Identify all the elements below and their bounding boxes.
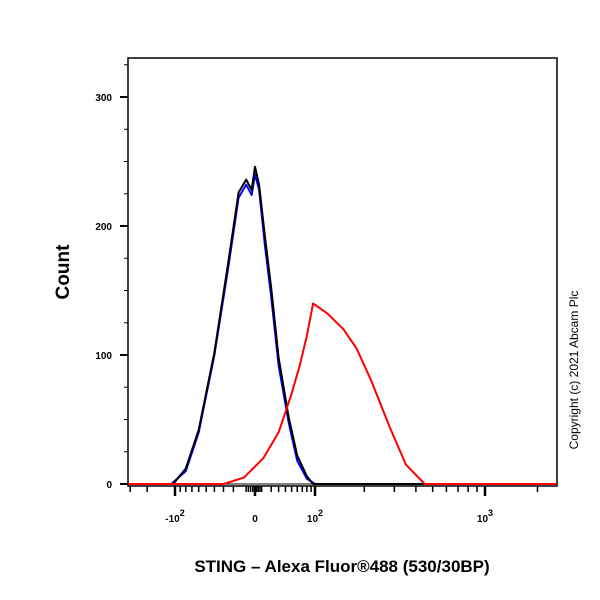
y-tick-label: 0 [106,480,112,491]
plot-frame [127,57,558,487]
y-tick-label: 100 [95,351,112,362]
x-axis-title: STING – Alexa Fluor®488 (530/30BP) [194,557,489,576]
y-axis-title: Count [53,244,74,300]
y-tick-label: 200 [95,222,112,233]
x-tick-label: 0 [252,514,258,525]
x-tick-label: 102 [307,508,323,525]
unstained-control-curve [128,165,557,485]
y-tick-label: 300 [95,93,112,104]
copyright-notice: Copyright (c) 2021 Abcam Plc [567,291,581,450]
x-tick-label: 103 [477,508,493,525]
sting-stained-curve [128,302,557,485]
x-tick-label: -102 [165,508,184,525]
